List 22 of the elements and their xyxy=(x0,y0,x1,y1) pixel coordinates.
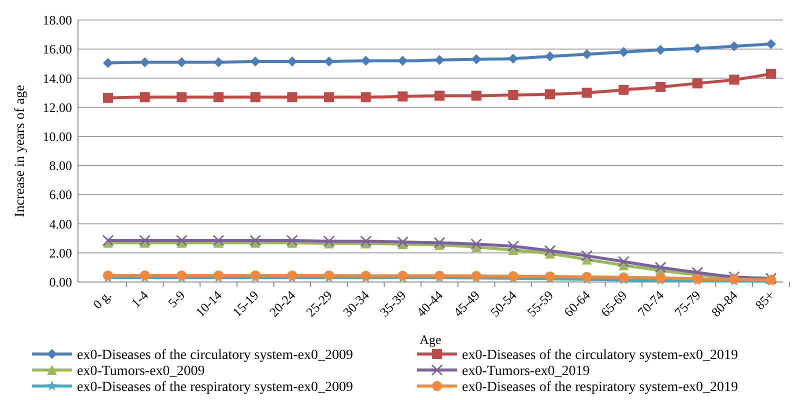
x-tick-label: 1-4 xyxy=(128,287,152,310)
x-tick-label: 5-9 xyxy=(164,288,188,310)
legend-label: ex0-Diseases of the respiratory system-ex0_2019 xyxy=(462,380,738,395)
y-axis-title: Increase in years of age xyxy=(13,84,28,218)
legend-label: ex0-Diseases of the respiratory system-ex0_2009 xyxy=(77,380,354,395)
legend-label: ex0-Tumors-ex0_2009 xyxy=(77,364,205,379)
x-tick-label: 0 g. xyxy=(90,288,114,312)
y-tick-label: 10.00 xyxy=(42,128,72,144)
x-tick-label: 85+ xyxy=(752,288,778,313)
legend-label: ex0-Diseases of the circulatory system-ex0_2019 xyxy=(462,348,738,363)
x-axis-title: Age xyxy=(420,332,442,347)
y-tick-label: 0.00 xyxy=(49,274,72,290)
y-tick-label: 6.00 xyxy=(49,187,72,202)
y-tick-label: 12.00 xyxy=(42,100,72,115)
y-tick-label: 18.00 xyxy=(42,12,72,28)
y-tick-label: 8.00 xyxy=(49,158,72,174)
legend-label: ex0-Diseases of the circulatory system-ex0_2009 xyxy=(77,348,354,363)
y-tick-label: 16.00 xyxy=(42,42,72,57)
legend-label: ex0-Tumors-ex0_2019 xyxy=(462,364,590,379)
y-tick-label: 4.00 xyxy=(49,216,72,232)
y-tick-label: 2.00 xyxy=(49,245,72,260)
y-tick-label: 14.00 xyxy=(42,70,72,86)
